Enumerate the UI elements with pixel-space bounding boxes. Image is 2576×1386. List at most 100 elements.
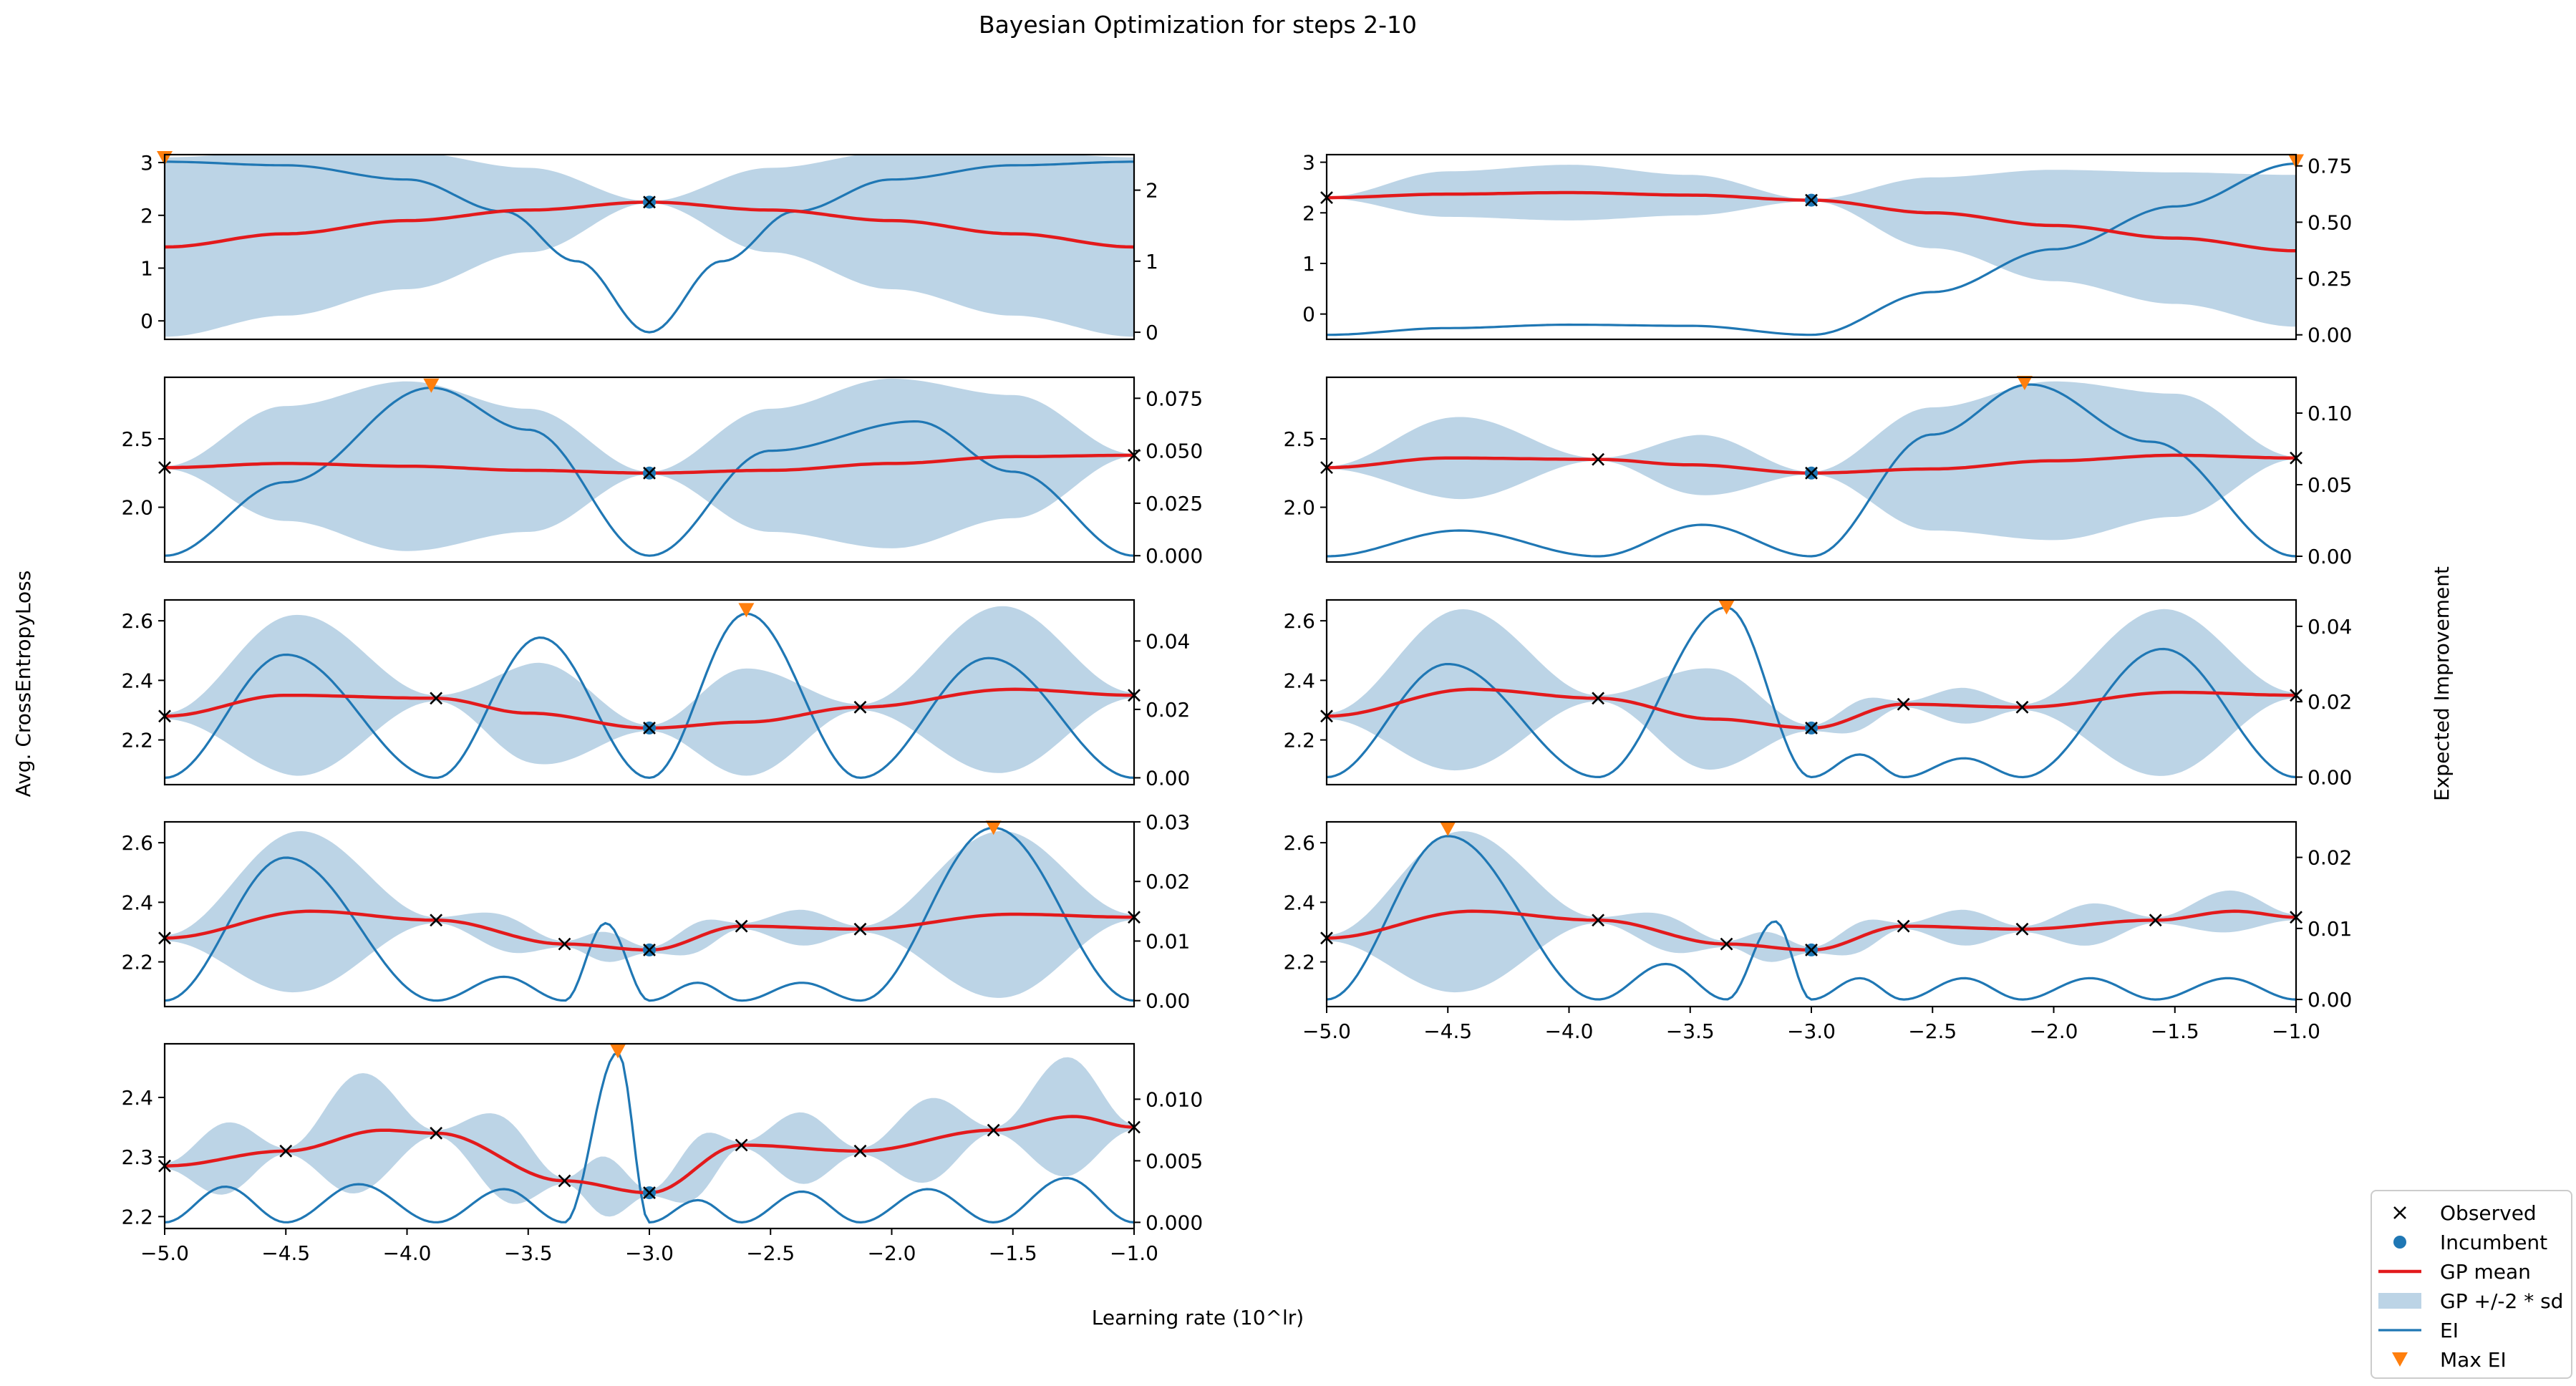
x-tick-label: −1.5 bbox=[989, 1241, 1037, 1265]
y-tick-label: 2.4 bbox=[1283, 891, 1315, 914]
observed-point bbox=[853, 922, 867, 936]
legend-gp-band-swatch bbox=[2378, 1293, 2421, 1309]
x-tick-label: −3.5 bbox=[1666, 1019, 1715, 1043]
observed-point bbox=[1720, 937, 1733, 951]
gp-band bbox=[165, 155, 1134, 337]
observed-point bbox=[2015, 700, 2029, 714]
y-axis-label-left: Avg. CrossEntropyLoss bbox=[11, 571, 35, 798]
legend-max-ei-swatch bbox=[2392, 1352, 2408, 1367]
max-ei-marker bbox=[1718, 600, 1735, 615]
gp-band bbox=[1327, 381, 2296, 541]
gp-band bbox=[1327, 165, 2296, 327]
max-ei-marker bbox=[1440, 821, 1456, 836]
x-tick-label: −4.0 bbox=[383, 1241, 432, 1265]
y-tick-label: 1 bbox=[1302, 252, 1315, 276]
y-tick-label: 2 bbox=[140, 204, 153, 228]
y-tick-label: 2.4 bbox=[121, 891, 153, 914]
y-axis-label-right: Expected Improvement bbox=[2430, 566, 2454, 801]
legend-label: GP +/-2 * sd bbox=[2440, 1289, 2563, 1313]
ei-line bbox=[1327, 835, 2296, 1001]
max-ei-marker bbox=[985, 820, 1002, 835]
legend-label: EI bbox=[2440, 1319, 2459, 1342]
ei-tick-label: 0.010 bbox=[1146, 1087, 1203, 1111]
chart-title: Bayesian Optimization for steps 2-10 bbox=[979, 11, 1417, 39]
ei-tick-label: 0.25 bbox=[2308, 267, 2352, 291]
x-tick-label: −3.0 bbox=[1787, 1019, 1836, 1043]
observed-point bbox=[643, 722, 656, 735]
y-tick-label: 2.6 bbox=[121, 609, 153, 633]
x-tick-label: −5.0 bbox=[1302, 1019, 1351, 1043]
gp-band bbox=[165, 378, 1134, 551]
subplot-step-3: 0 1 2 3 0.00 0.25 0.50 0.75 bbox=[1302, 151, 2352, 347]
x-tick-label: −4.0 bbox=[1545, 1019, 1594, 1043]
y-tick-label: 2.3 bbox=[121, 1145, 153, 1169]
ei-tick-label: 0.00 bbox=[2308, 324, 2352, 347]
observed-point bbox=[558, 1174, 571, 1188]
axes-frame bbox=[163, 820, 1136, 1008]
subplot-step-2: 0 1 2 3 0 1 2 bbox=[140, 150, 1158, 344]
x-tick-label: −5.0 bbox=[140, 1241, 189, 1265]
axes-frame bbox=[1325, 598, 2297, 786]
ei-tick-label: 0.00 bbox=[2308, 545, 2352, 568]
ei-tick-label: 0.04 bbox=[2308, 615, 2352, 639]
subplot-step-10: 2.2 2.3 2.4 0.000 0.005 0.010 −5.0 −4.5 −4.0 −3.5… bbox=[121, 1042, 1203, 1265]
y-tick-label: 0 bbox=[140, 309, 153, 333]
ei-tick-label: 0.050 bbox=[1146, 440, 1203, 463]
plot-area bbox=[165, 826, 1134, 1002]
y-tick-label: 2.2 bbox=[121, 729, 153, 752]
y-tick-label: 2.6 bbox=[1283, 831, 1315, 855]
y-tick-label: 2.4 bbox=[121, 1086, 153, 1110]
y-tick-label: 2.2 bbox=[1283, 951, 1315, 974]
subplot-step-8: 2.2 2.4 2.6 0.00 0.01 0.02 0.03 bbox=[121, 810, 1190, 1013]
subplot-grid: 0 1 2 3 0 1 2 0 1 2 3 0.00 0.25 0.50 0.75 2.0 2.5 0.000 0.… bbox=[121, 151, 2352, 1265]
legend: Observed Incumbent GP mean GP +/-2 * sd EI Ma… bbox=[2371, 1190, 2572, 1379]
ei-tick-label: 0.02 bbox=[1146, 870, 1190, 893]
ei-tick-label: 0.01 bbox=[1146, 929, 1190, 953]
y-tick-label: 2.6 bbox=[1283, 609, 1315, 633]
plot-area bbox=[1327, 606, 2296, 779]
ei-tick-label: 0.075 bbox=[1146, 387, 1203, 410]
ei-tick-label: 0.50 bbox=[2308, 210, 2352, 234]
ei-line bbox=[165, 160, 1134, 334]
axes-frame bbox=[1325, 376, 2297, 563]
y-tick-label: 2.0 bbox=[121, 496, 153, 520]
gp-band bbox=[165, 606, 1134, 776]
y-tick-label: 2.5 bbox=[1283, 427, 1315, 451]
observed-point bbox=[1592, 692, 1605, 705]
ei-tick-label: 0.00 bbox=[1146, 766, 1190, 790]
legend-label: Observed bbox=[2440, 1201, 2537, 1225]
x-tick-label: −3.5 bbox=[504, 1241, 553, 1265]
y-tick-label: 2.4 bbox=[1283, 669, 1315, 692]
x-axis-label: Learning rate (10^lr) bbox=[1092, 1306, 1304, 1329]
plot-area bbox=[165, 155, 1134, 337]
observed-point bbox=[1805, 722, 1818, 735]
ei-tick-label: 0.02 bbox=[2308, 846, 2352, 870]
max-ei-marker bbox=[738, 603, 755, 618]
y-tick-label: 1 bbox=[140, 256, 153, 280]
y-tick-label: 0 bbox=[1302, 303, 1315, 326]
ei-line bbox=[165, 826, 1134, 1002]
ei-tick-label: 0.00 bbox=[2308, 765, 2352, 789]
ei-tick-label: 0.000 bbox=[1146, 544, 1203, 568]
ei-line bbox=[1327, 606, 2296, 779]
x-tick-label: −4.5 bbox=[261, 1241, 310, 1265]
y-tick-label: 2.2 bbox=[121, 1205, 153, 1228]
axes-frame bbox=[1325, 153, 2297, 341]
observed-point bbox=[1805, 193, 1818, 207]
ei-tick-label: 0.04 bbox=[1146, 629, 1190, 653]
x-tick-label: −2.0 bbox=[2030, 1019, 2078, 1043]
ei-tick-label: 0.02 bbox=[1146, 698, 1190, 722]
observed-point bbox=[987, 1123, 1000, 1137]
y-tick-label: 3 bbox=[140, 151, 153, 175]
ei-tick-label: 0.01 bbox=[2308, 917, 2352, 941]
y-tick-label: 2.4 bbox=[121, 669, 153, 692]
x-tick-label: −2.0 bbox=[868, 1241, 916, 1265]
legend-label: GP mean bbox=[2440, 1260, 2531, 1284]
subplot-step-4: 2.0 2.5 0.000 0.025 0.050 0.075 bbox=[121, 376, 1203, 568]
y-tick-label: 2.2 bbox=[121, 951, 153, 974]
legend-observed-swatch bbox=[2393, 1206, 2406, 1219]
y-tick-label: 2.5 bbox=[121, 427, 153, 451]
ei-line bbox=[165, 612, 1134, 780]
ei-line bbox=[165, 1051, 1134, 1224]
